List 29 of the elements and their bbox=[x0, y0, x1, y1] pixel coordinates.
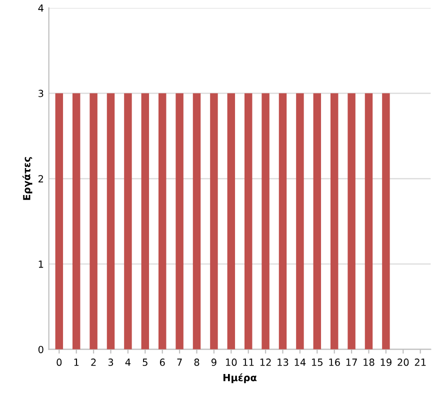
x-tick-label: 14 bbox=[294, 358, 306, 366]
x-tick-label: 9 bbox=[211, 358, 216, 366]
x-tick-label: 8 bbox=[194, 358, 200, 366]
y-tick-label: 3 bbox=[38, 90, 44, 98]
x-tick-label: 21 bbox=[414, 358, 426, 366]
x-tick-label: 7 bbox=[177, 358, 182, 366]
x-tick-label: 10 bbox=[226, 358, 237, 366]
y-axis-title: Εργάτες bbox=[22, 157, 32, 200]
y-tick-label: 2 bbox=[38, 175, 44, 182]
x-tick-label: 16 bbox=[329, 358, 340, 366]
x-tick-label: 17 bbox=[346, 358, 357, 366]
x-tick-label: 15 bbox=[312, 358, 322, 366]
x-tick-label: 18 bbox=[364, 358, 374, 366]
y-tick-label: 0 bbox=[38, 346, 44, 354]
x-tick-label: 6 bbox=[160, 358, 165, 366]
x-tick-label: 5 bbox=[142, 358, 148, 366]
x-tick-label: 20 bbox=[398, 358, 409, 366]
x-tick-label: 11 bbox=[243, 358, 254, 366]
x-tick-label: 0 bbox=[56, 358, 62, 366]
x-tick-label: 1 bbox=[74, 358, 79, 366]
x-tick-label: 4 bbox=[125, 358, 131, 366]
x-tick-label: 19 bbox=[380, 358, 392, 366]
x-tick-label: 3 bbox=[108, 358, 114, 366]
x-tick-label: 2 bbox=[91, 358, 96, 366]
y-tick-label: 1 bbox=[38, 260, 44, 268]
y-tick-label: 4 bbox=[38, 4, 44, 12]
x-axis-title: Ημέρα bbox=[223, 373, 257, 384]
x-tick-label: 12 bbox=[260, 358, 271, 366]
x-tick-label: 13 bbox=[278, 358, 288, 366]
